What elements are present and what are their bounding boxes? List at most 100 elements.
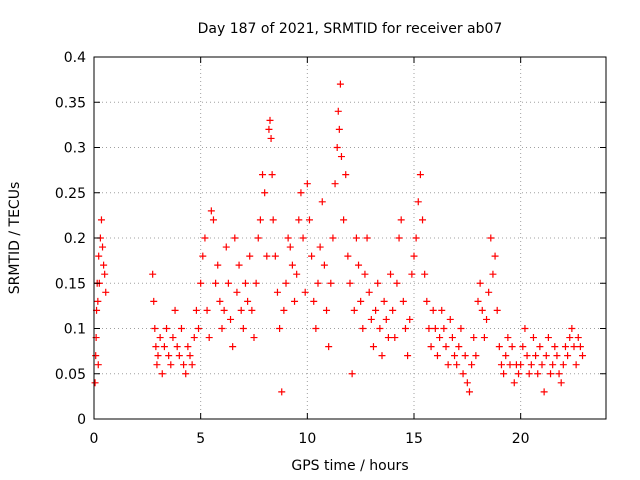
data-point [182,370,190,378]
y-tick-label: 0 [77,412,86,428]
data-point [192,306,200,314]
data-point [515,370,523,378]
data-point [312,325,320,332]
data-point [318,198,326,206]
data-point [293,270,301,278]
data-point [495,343,503,351]
data-point [579,352,587,360]
data-point [160,343,168,351]
data-point [451,352,459,360]
data-point [314,279,322,287]
data-point [94,297,102,305]
data-point [419,216,427,224]
data-point [250,334,258,342]
data-point [406,315,414,323]
data-point [557,379,565,387]
data-point [278,388,286,396]
data-point [389,306,397,314]
x-tick-label: 0 [90,431,99,447]
data-point [186,352,194,360]
data-point [561,343,569,351]
data-point [184,343,192,351]
data-point [254,234,262,242]
data-point [214,261,222,269]
data-point [171,306,179,314]
data-point [286,243,294,251]
data-point [444,361,452,369]
y-tick-label: 0.1 [64,322,86,338]
data-point [265,125,273,133]
data-point [167,361,175,369]
data-point [455,343,463,351]
data-point [209,216,217,224]
data-point [525,370,533,378]
data-point [433,352,441,360]
data-point [438,306,446,314]
data-point [153,361,161,369]
data-point [199,252,207,260]
data-point [412,234,420,242]
data-point [346,279,354,287]
data-point [334,107,342,115]
y-tick-label: 0.2 [64,231,86,247]
data-point [299,234,307,242]
data-point [266,116,274,124]
data-point [267,134,275,142]
data-point [393,279,401,287]
data-point [448,334,456,342]
data-point [158,370,166,378]
data-point [519,343,527,351]
data-point [572,361,580,369]
data-point [248,306,256,314]
data-point [483,315,491,323]
y-tick-label: 0.25 [55,186,86,202]
data-point [268,171,276,179]
data-point [237,306,245,314]
data-point [308,252,316,260]
data-point [94,361,102,369]
data-point [521,325,529,332]
data-point [416,171,424,179]
data-point [367,315,375,323]
data-point [463,379,471,387]
data-point [303,180,311,188]
x-axis-label: GPS time / hours [291,458,408,474]
data-point [282,279,290,287]
data-point [361,270,369,278]
data-point [329,234,337,242]
data-point [476,279,484,287]
data-point [391,334,399,342]
data-point [241,279,249,287]
data-point [529,334,537,342]
data-point [190,334,198,342]
data-point [295,216,303,224]
data-point [97,216,105,224]
data-point [320,261,328,269]
data-point [436,334,444,342]
data-point [305,216,313,224]
data-point [205,334,213,342]
data-point [369,343,377,351]
data-point [327,279,335,287]
data-point [323,306,331,314]
x-tick-label: 15 [405,431,423,447]
data-point [504,334,512,342]
data-point [239,325,247,332]
data-point [478,306,486,314]
data-point [442,343,450,351]
data-point [431,325,439,332]
axis-ticks: 0 0.05 0.1 0.15 0.2 0.25 0.3 0.35 0.4 0 5 10 15 20 [55,50,606,447]
data-point [301,288,309,296]
data-point [487,234,495,242]
data-point [457,325,465,332]
data-point [542,352,550,360]
data-point [348,370,356,378]
data-point [284,234,292,242]
data-point [497,361,505,369]
data-point [532,352,540,360]
data-point [410,252,418,260]
data-point [150,297,158,305]
data-point [549,361,557,369]
data-point [372,306,380,314]
